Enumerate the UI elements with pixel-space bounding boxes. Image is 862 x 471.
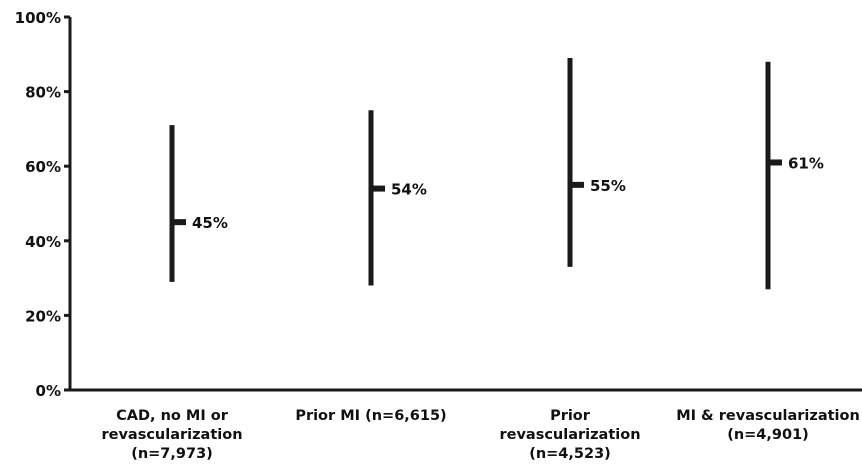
category-label: CAD, no MI or revascularization (n=7,973) bbox=[101, 408, 242, 462]
y-tick-label: 60% bbox=[25, 158, 61, 176]
x-axis-labels: CAD, no MI or revascularization (n=7,973) P… bbox=[101, 408, 859, 462]
y-tick-label: 40% bbox=[25, 233, 61, 251]
category-label-line: (n=4,901) bbox=[727, 427, 809, 443]
category-label-line: CAD, no MI or bbox=[116, 408, 229, 424]
value-label: 54% bbox=[391, 181, 427, 199]
category-label-line: Prior bbox=[550, 408, 591, 424]
category-label-line: revascularization bbox=[101, 427, 242, 443]
value-label: 45% bbox=[192, 214, 228, 232]
axes bbox=[69, 17, 862, 392]
chart-marks: 45% 54% 55% 61% bbox=[172, 58, 824, 289]
value-label: 55% bbox=[590, 177, 626, 195]
category-label-line: Prior MI (n=6,615) bbox=[295, 408, 446, 424]
category-label: Prior revascularization (n=4,523) bbox=[499, 408, 640, 462]
y-tick-label: 20% bbox=[25, 307, 61, 325]
category-label-line: revascularization bbox=[499, 427, 640, 443]
category-label: Prior MI (n=6,615) bbox=[295, 408, 446, 424]
category-label: MI & revascularization (n=4,901) bbox=[676, 408, 860, 443]
value-label: 61% bbox=[788, 154, 824, 172]
y-tick-label: 80% bbox=[25, 84, 61, 102]
category-label-line: (n=7,973) bbox=[131, 446, 213, 462]
y-tick-label: 100% bbox=[15, 9, 61, 27]
category-label-line: MI & revascularization bbox=[676, 408, 860, 424]
y-tick-label: 0% bbox=[36, 382, 61, 400]
category-label-line: (n=4,523) bbox=[529, 446, 611, 462]
y-axis-ticks: 0% 20% 40% 60% 80% 100% bbox=[15, 9, 70, 400]
